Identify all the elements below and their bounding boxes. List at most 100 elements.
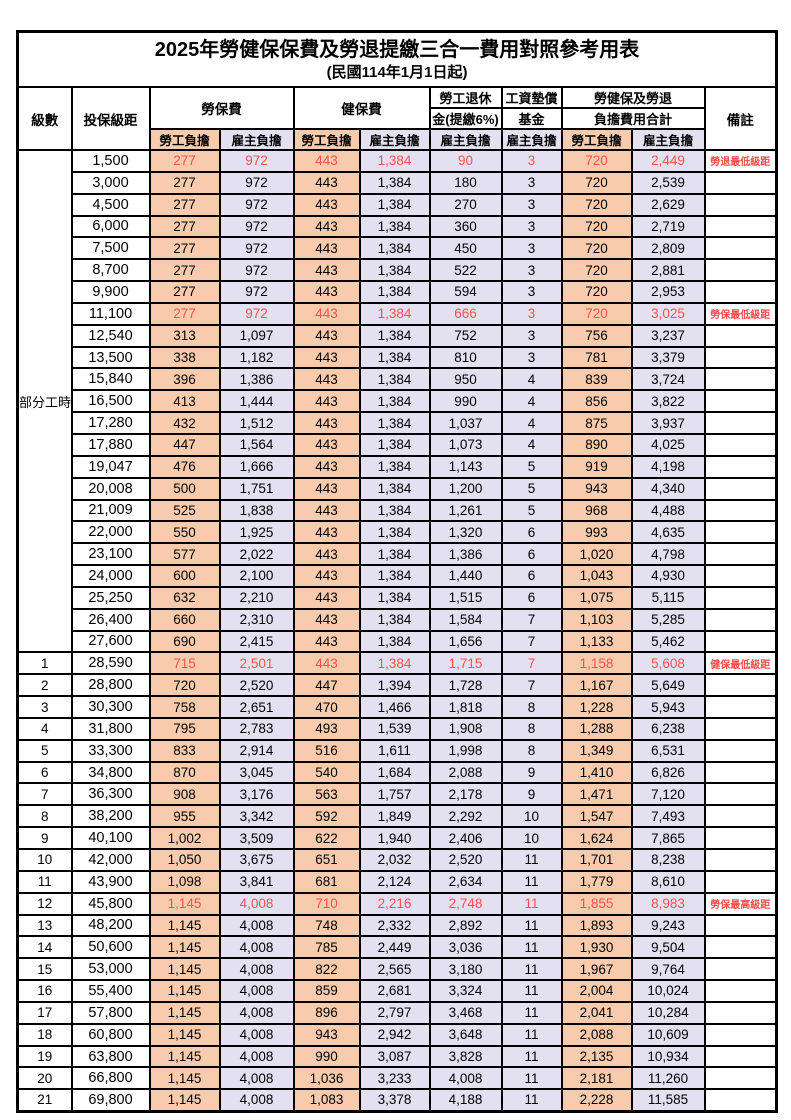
bracket-cell: 31,800 <box>70 716 151 741</box>
fund-employer-cell: 6 <box>500 520 563 545</box>
total-employer-cell: 4,798 <box>630 542 706 567</box>
health-employee-cell: 443 <box>292 651 361 676</box>
total-employer-cell: 6,238 <box>630 716 706 741</box>
total-employer-cell: 3,937 <box>630 411 706 435</box>
pension-employer-cell: 1,261 <box>428 498 503 523</box>
total-employee-cell: 1,133 <box>560 629 633 654</box>
table-row: 19,047 476 1,666 443 1,384 1,143 5 919 4,198 <box>18 454 778 479</box>
total-employee-cell: 1,779 <box>560 869 633 894</box>
pension-employer-cell: 2,292 <box>428 804 503 829</box>
subheader-fund-employer: 雇主負擔 <box>500 128 563 151</box>
labor-employee-cell: 833 <box>148 738 221 763</box>
grade-cell: 11 <box>16 869 73 894</box>
health-employee-cell: 443 <box>292 542 361 567</box>
health-employer-cell: 1,940 <box>358 826 431 850</box>
labor-employer-cell: 4,008 <box>218 913 295 938</box>
table-row: 15 53,000 1,145 4,008 822 2,565 3,180 11 1,967 9,… <box>16 957 778 982</box>
bracket-cell: 19,047 <box>70 454 151 479</box>
bracket-cell: 17,280 <box>70 411 151 435</box>
bracket-cell: 7,500 <box>70 236 151 261</box>
total-employee-cell: 839 <box>560 367 633 392</box>
health-employee-cell: 443 <box>292 629 361 654</box>
total-employer-cell: 4,025 <box>630 432 706 457</box>
subheader-total-employer: 雇主負擔 <box>630 128 706 151</box>
fund-employer-cell: 11 <box>500 913 563 938</box>
total-employee-cell: 2,228 <box>560 1088 633 1113</box>
fund-employer-cell: 11 <box>500 1000 563 1025</box>
health-employer-cell: 2,797 <box>358 1000 431 1025</box>
fund-employer-cell: 7 <box>500 629 563 654</box>
pension-employer-cell: 810 <box>428 345 503 370</box>
col-header-total-line2: 負擔費用合計 <box>560 107 706 130</box>
total-employee-cell: 943 <box>560 476 633 501</box>
page-subtitle: (民國114年1月1日起) <box>326 64 468 81</box>
table-row: 4 31,800 795 2,783 493 1,539 1,908 8 1,288 6,238 <box>16 716 778 741</box>
total-employee-cell: 2,135 <box>560 1044 633 1069</box>
fund-employer-cell: 8 <box>500 738 563 763</box>
fund-employer-cell: 5 <box>500 454 563 479</box>
note-cell <box>703 345 778 370</box>
labor-employee-cell: 1,145 <box>148 935 221 960</box>
table-title-block: 2025年勞健保保費及勞退提繳三合一費用對照參考用表 (民國114年1月1日起) <box>16 30 778 88</box>
total-employer-cell: 9,764 <box>630 957 706 982</box>
health-employer-cell: 2,332 <box>358 913 431 938</box>
labor-employer-cell: 2,501 <box>218 651 295 676</box>
pension-employer-cell: 752 <box>428 323 503 348</box>
table-row: 17,880 447 1,564 443 1,384 1,073 4 890 4,025 <box>18 432 778 457</box>
pension-employer-cell: 1,200 <box>428 476 503 501</box>
labor-employee-cell: 690 <box>148 629 221 654</box>
fund-employer-cell: 8 <box>500 695 563 719</box>
table-body: 部分工時 1,500 277 972 443 1,384 90 3 720 2,449 勞退最低級距… <box>16 148 778 1113</box>
total-employee-cell: 1,228 <box>560 695 633 719</box>
pension-employer-cell: 3,828 <box>428 1044 503 1069</box>
bracket-cell: 12,540 <box>70 323 151 348</box>
subheader-labor-employer: 雇主負擔 <box>218 128 295 151</box>
health-employee-cell: 859 <box>292 979 361 1003</box>
grade-cell: 18 <box>16 1022 73 1047</box>
health-employer-cell: 1,384 <box>358 432 431 457</box>
health-employee-cell: 447 <box>292 673 361 698</box>
fund-employer-cell: 3 <box>500 258 563 283</box>
total-employer-cell: 10,609 <box>630 1022 706 1047</box>
health-employee-cell: 822 <box>292 957 361 982</box>
health-employer-cell: 3,087 <box>358 1044 431 1069</box>
health-employer-cell: 1,384 <box>358 564 431 588</box>
total-employer-cell: 4,198 <box>630 454 706 479</box>
fund-employer-cell: 6 <box>500 585 563 610</box>
total-employer-cell: 5,649 <box>630 673 706 698</box>
labor-employer-cell: 4,008 <box>218 1088 295 1113</box>
health-employee-cell: 540 <box>292 760 361 785</box>
health-employee-cell: 443 <box>292 214 361 239</box>
table-row: 21 69,800 1,145 4,008 1,083 3,378 4,188 11 2,228… <box>16 1088 778 1113</box>
labor-employee-cell: 1,145 <box>148 891 221 916</box>
note-cell <box>703 607 778 632</box>
labor-employer-cell: 1,925 <box>218 520 295 545</box>
bracket-cell: 15,840 <box>70 367 151 392</box>
bracket-cell: 43,900 <box>70 869 151 894</box>
note-cell <box>703 411 778 435</box>
fund-employer-cell: 11 <box>500 848 563 872</box>
labor-employer-cell: 2,651 <box>218 695 295 719</box>
total-employee-cell: 720 <box>560 214 633 239</box>
total-employer-cell: 3,025 <box>630 301 706 326</box>
table-row: 14 50,600 1,145 4,008 785 2,449 3,036 11 1,930 9,… <box>16 935 778 960</box>
fund-employer-cell: 11 <box>500 891 563 916</box>
bracket-cell: 17,880 <box>70 432 151 457</box>
fund-employer-cell: 3 <box>500 214 563 239</box>
table-row: 16 55,400 1,145 4,008 859 2,681 3,324 11 2,004 10… <box>16 979 778 1003</box>
fund-employer-cell: 11 <box>500 1066 563 1091</box>
total-employer-cell: 2,953 <box>630 280 706 304</box>
note-cell <box>703 170 778 195</box>
note-cell <box>703 716 778 741</box>
bracket-cell: 42,000 <box>70 848 151 872</box>
labor-employer-cell: 2,310 <box>218 607 295 632</box>
pension-employer-cell: 950 <box>428 367 503 392</box>
fund-employer-cell: 4 <box>500 389 563 414</box>
labor-employee-cell: 955 <box>148 804 221 829</box>
labor-employee-cell: 720 <box>148 673 221 698</box>
health-employer-cell: 1,384 <box>358 585 431 610</box>
total-employer-cell: 8,610 <box>630 869 706 894</box>
health-employee-cell: 622 <box>292 826 361 850</box>
bracket-cell: 57,800 <box>70 1000 151 1025</box>
total-employee-cell: 720 <box>560 192 633 217</box>
